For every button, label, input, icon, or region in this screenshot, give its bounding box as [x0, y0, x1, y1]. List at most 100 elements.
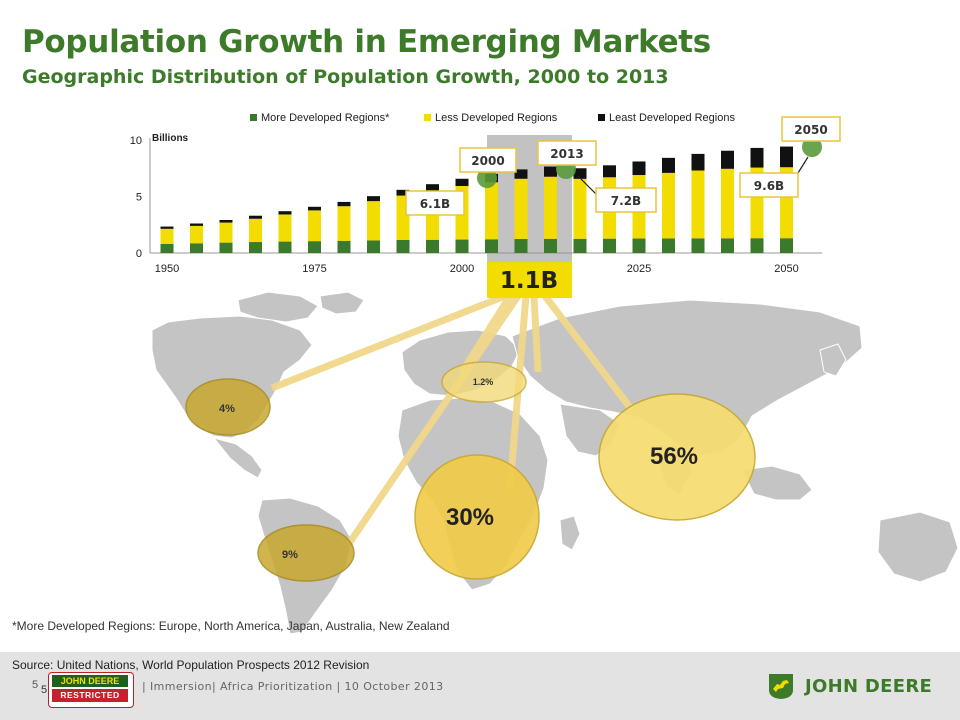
bar-1995-series-2: [426, 184, 439, 191]
bar-2045-series-2: [750, 147, 764, 168]
legend-swatch: [250, 114, 257, 121]
bar-1960-series-2: [219, 220, 233, 223]
x-tick-label: 2000: [450, 263, 474, 275]
svg-text:1.1B: 1.1B: [500, 268, 558, 294]
bar-1975-series-0: [308, 241, 321, 253]
marker-2000: [477, 168, 497, 188]
bubble-europe: 1.2%: [441, 361, 527, 403]
bar-2010-series-2: [514, 169, 528, 179]
bars: [160, 146, 793, 253]
bar-2010-series-1: [514, 178, 528, 239]
y-tick-label: 0: [136, 248, 142, 260]
bar-2040-series-1: [721, 168, 734, 239]
page-number: 5: [32, 679, 39, 691]
y-ticks: 0 5 10: [130, 135, 142, 260]
x-ticks: 1950 1975 2000 2025 2050: [155, 263, 799, 275]
page-number-small: 5: [41, 684, 48, 696]
bar-1955-series-2: [190, 223, 203, 226]
bar-1955-series-0: [190, 243, 203, 253]
bar-2013-series-0: [544, 238, 557, 253]
bar-2000-series-2: [455, 178, 469, 186]
population-chart: Billions 0 5 10 1950 1975 2000 2025 2050 More …: [130, 112, 959, 635]
x-tick-label: 1975: [302, 263, 326, 275]
bar-1980-series-0: [337, 240, 351, 253]
y-axis-label: Billions: [152, 133, 189, 144]
legend-swatch: [424, 114, 431, 121]
bar-2015-series-1: [573, 178, 587, 239]
badge-brand: JOHN DEERE: [52, 675, 128, 687]
callout-2000: 2000: [459, 147, 517, 173]
bar-1990-series-0: [396, 240, 410, 253]
bar-1985-series-2: [367, 196, 380, 202]
bar-1965-series-2: [249, 215, 262, 219]
footer-band: [0, 652, 960, 720]
svg-text:9.6B: 9.6B: [754, 179, 784, 193]
svg-text:30%: 30%: [446, 504, 494, 531]
world-map: [151, 291, 959, 635]
bar-1975-series-2: [308, 206, 321, 211]
y-tick-label: 10: [130, 135, 142, 147]
x-tick-label: 2050: [774, 263, 798, 275]
bar-2040-series-0: [721, 238, 734, 253]
svg-text:9%: 9%: [282, 549, 298, 561]
deer-logo-icon: [769, 674, 793, 699]
svg-text:1.2%: 1.2%: [473, 377, 494, 387]
bar-2015-series-0: [573, 238, 587, 253]
svg-text:2050: 2050: [794, 123, 827, 137]
svg-text:56%: 56%: [650, 443, 698, 470]
bar-2045-series-0: [750, 238, 764, 253]
bar-2035-series-2: [691, 153, 705, 171]
page-subtitle: Geographic Distribution of Population Gr…: [22, 66, 669, 88]
chart-legend: More Developed Regions* Less Developed Re…: [250, 112, 735, 124]
bar-2025-series-2: [632, 161, 646, 176]
bar-1970-series-2: [278, 211, 292, 215]
fan-lines: [270, 292, 635, 547]
bar-2050-series-0: [780, 238, 793, 253]
bubble-asia: 56%: [598, 393, 756, 521]
bar-1995-series-0: [426, 239, 439, 253]
bar-2010-series-0: [514, 238, 528, 253]
bar-2030-series-0: [662, 238, 675, 253]
bar-1980-series-2: [337, 201, 351, 207]
source-note: Source: United Nations, World Population…: [12, 658, 370, 672]
badge-restricted: RESTRICTED: [52, 689, 128, 702]
bubble-africa: 30%: [414, 454, 540, 580]
bar-1960-series-1: [219, 222, 233, 243]
bar-1960-series-0: [219, 242, 233, 253]
bubble-south-america: 9%: [257, 524, 355, 582]
bar-2005-series-1: [485, 182, 498, 240]
bar-2020-series-2: [603, 165, 616, 178]
callout-connectors: [577, 156, 809, 197]
x-tick-label: 1950: [155, 263, 179, 275]
bubble-north-america: 4%: [185, 378, 271, 436]
callout-9-6b: 9.6B: [739, 172, 799, 198]
bar-1985-series-0: [367, 240, 380, 253]
bar-2020-series-0: [603, 238, 616, 253]
footnote: *More Developed Regions: Europe, North A…: [12, 619, 450, 633]
legend-label: More Developed Regions*: [261, 112, 390, 124]
bar-2035-series-0: [691, 238, 705, 253]
page-title: Population Growth in Emerging Markets: [22, 24, 711, 60]
bar-1965-series-1: [249, 218, 262, 243]
legend-swatch: [598, 114, 605, 121]
svg-text:2013: 2013: [550, 147, 583, 161]
legend-label: Least Developed Regions: [609, 112, 735, 124]
bar-2035-series-1: [691, 170, 705, 239]
bar-1970-series-1: [278, 214, 292, 242]
callout-6-1b: 6.1B: [405, 190, 465, 216]
legend-label: Less Developed Regions: [435, 112, 558, 124]
callout-7-2b: 7.2B: [595, 187, 657, 213]
bar-2050-series-2: [780, 146, 793, 168]
bar-1955-series-1: [190, 225, 203, 244]
svg-text:7.2B: 7.2B: [611, 194, 641, 208]
bar-1975-series-1: [308, 210, 321, 242]
callout-2050: 2050: [781, 116, 841, 142]
svg-text:4%: 4%: [219, 403, 235, 415]
bar-2030-series-1: [662, 172, 675, 239]
bar-1990-series-2: [396, 189, 410, 196]
bar-1980-series-1: [337, 206, 351, 241]
callout-2013: 2013: [537, 140, 597, 166]
bar-2025-series-0: [632, 238, 646, 253]
y-tick-label: 5: [136, 192, 142, 204]
bar-2013-series-2: [544, 166, 557, 177]
